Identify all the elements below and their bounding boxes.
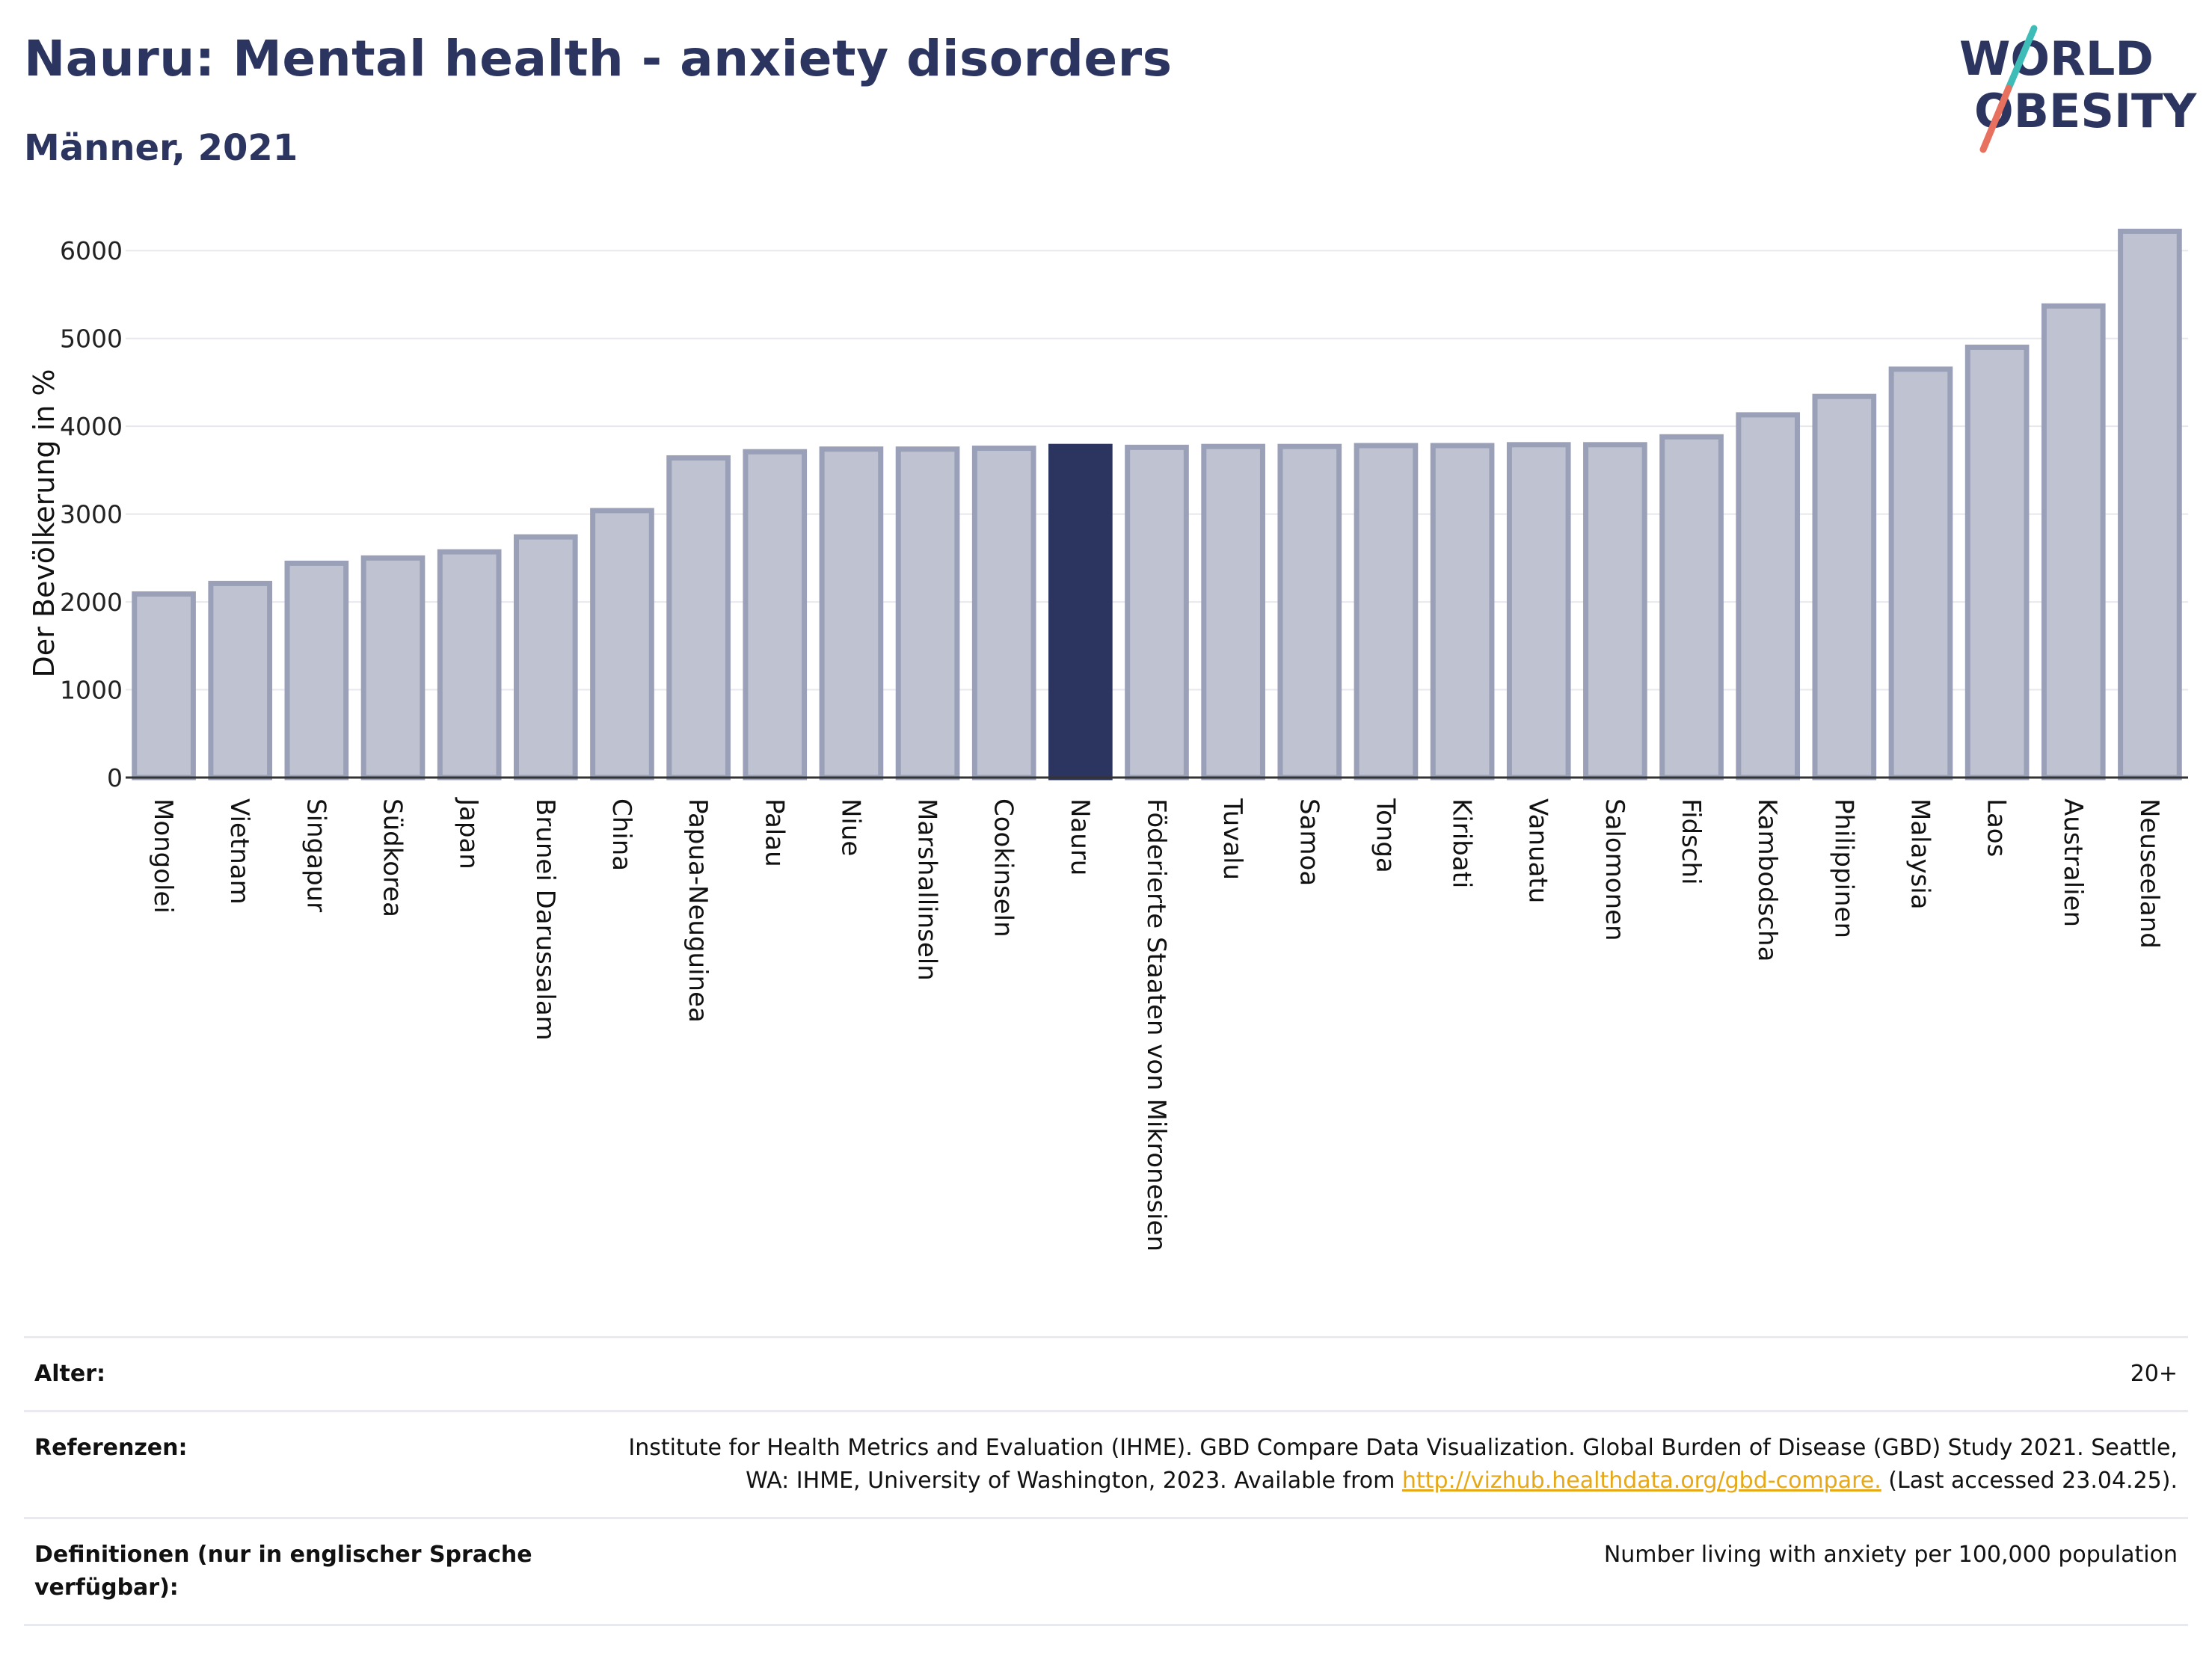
bar (513, 534, 578, 781)
bar (1277, 443, 1342, 781)
bar (132, 591, 196, 781)
definitions-value: Number living with anxiety per 100,000 p… (1603, 1542, 2178, 1568)
y-tick-label: 1000 (60, 676, 123, 705)
references-link[interactable]: http://vizhub.healthdata.org/gbd-compare… (1401, 1468, 1881, 1494)
bar (666, 455, 731, 781)
bar (437, 549, 502, 781)
bar (743, 449, 808, 781)
x-tick-label: Kiribati (1447, 798, 1477, 888)
page-subtitle: Männer, 2021 (24, 127, 298, 169)
y-tick-label: 4000 (60, 412, 123, 441)
y-tick-label: 2000 (60, 588, 123, 617)
bar (360, 555, 425, 781)
info-row-definitions: Definitionen (nur in englischer Sprache … (24, 1517, 2188, 1626)
x-tick-label: Vietnam (224, 798, 254, 905)
x-tick-label: Philippinen (1828, 798, 1858, 938)
x-tick-label: Salomonen (1600, 798, 1629, 941)
bar-highlighted (1048, 443, 1113, 781)
bar (1354, 443, 1419, 781)
x-tick-label: Föderierte Staaten von Mikronesien (1141, 798, 1171, 1252)
bar (208, 580, 273, 781)
x-tick-label: Japan (454, 797, 484, 869)
bar (2118, 228, 2182, 781)
x-tick-label: China (606, 798, 636, 871)
bar (1659, 434, 1724, 781)
x-tick-label: Tuvalu (1217, 798, 1247, 880)
y-tick-label: 3000 (60, 500, 123, 529)
logo-slash-top (2005, 25, 2038, 92)
references-text-end: (Last accessed 23.04.25). (1881, 1468, 2178, 1494)
x-tick-label: Australien (2058, 798, 2088, 927)
bar (1888, 366, 1953, 781)
x-tick-label: Brunei Darussalam (530, 798, 560, 1041)
logo-slash-bottom (1979, 84, 2012, 153)
bar (590, 508, 654, 781)
x-tick-label: Mongolei (148, 798, 178, 914)
bars (132, 228, 2182, 781)
bar (2041, 303, 2106, 781)
x-tick-label: Singapur (301, 798, 331, 912)
bar (1583, 442, 1647, 781)
info-row-age: Alter: 20+ (24, 1336, 2188, 1410)
x-tick-label: Neuseeland (2134, 798, 2164, 949)
x-tick-label: Vanuatu (1523, 798, 1553, 903)
bar (1506, 442, 1571, 781)
info-table: Alter: 20+ Referenzen: Institute for Hea… (24, 1336, 2188, 1626)
bar-chart: 0 1000 2000 3000 4000 5000 6000 Mongolei Vietna… (28, 228, 2188, 1252)
page-title: Nauru: Mental health - anxiety disorders (24, 30, 1173, 87)
logo-line1: WORLD (1959, 31, 2154, 86)
x-tick-label: Niue (835, 798, 865, 856)
bar (971, 446, 1036, 781)
age-label: Alter: (34, 1361, 105, 1387)
x-tick-label: Marshallinseln (912, 798, 942, 981)
x-tick-label: Tonga (1370, 798, 1400, 873)
x-tick-label: Samoa (1294, 798, 1324, 886)
y-tick-label: 6000 (60, 236, 123, 265)
x-tick-label: Papua-Neuguinea (683, 798, 713, 1023)
x-tick-label: Kambodscha (1752, 798, 1782, 961)
x-axis-tick-labels: Mongolei Vietnam Singapur Südkorea Japan Brun… (148, 797, 2164, 1252)
definitions-label: Definitionen (nur in englischer Sprache … (34, 1542, 532, 1601)
x-tick-label: Malaysia (1905, 798, 1935, 910)
y-tick-label: 0 (107, 763, 123, 792)
bar (1201, 443, 1265, 781)
bar (284, 560, 349, 781)
references-text: Institute for Health Metrics and Evaluat… (628, 1435, 2178, 1494)
bar (1430, 443, 1495, 781)
x-tick-label: Südkorea (378, 798, 408, 917)
references-value: Institute for Health Metrics and Evaluat… (573, 1432, 2178, 1498)
bar (1964, 344, 2030, 781)
x-tick-label: Cookinseln (989, 798, 1019, 938)
info-row-references: Referenzen: Institute for Health Metrics… (24, 1410, 2188, 1517)
bar (819, 446, 884, 781)
bar (1125, 444, 1189, 781)
age-value: 20+ (2130, 1361, 2178, 1387)
world-obesity-logo: WORLD OBESITY (1959, 25, 2197, 153)
bar (895, 446, 960, 781)
y-tick-label: 5000 (60, 324, 123, 354)
x-tick-label: Laos (1982, 798, 2012, 857)
bar (1812, 393, 1877, 781)
x-tick-label: Palau (759, 798, 789, 867)
x-tick-label: Nauru (1065, 798, 1095, 875)
x-tick-label: Fidschi (1676, 798, 1706, 885)
y-axis-label: Der Bevölkerung in % (28, 369, 61, 678)
references-label: Referenzen: (34, 1435, 188, 1461)
y-axis-ticks: 0 1000 2000 3000 4000 5000 6000 (60, 236, 123, 792)
bar (1736, 412, 1801, 781)
logo-line2: OBESITY (1974, 84, 2197, 138)
